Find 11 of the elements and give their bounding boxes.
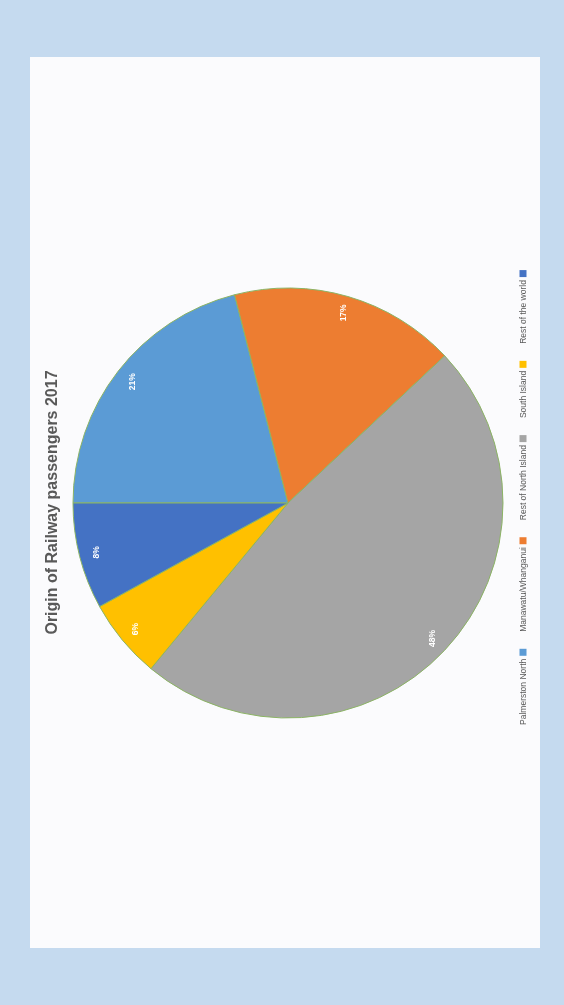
data-label: 6%: [130, 622, 141, 636]
legend-label: Palmerston North: [518, 658, 528, 725]
data-label: 21%: [126, 372, 137, 391]
legend-label: Manawatu/Whanganui: [518, 547, 528, 632]
text: Origin of Railway passengers 2017: [43, 370, 60, 635]
data-label: 48%: [427, 629, 438, 648]
data-label: 17%: [338, 303, 349, 322]
legend-label: Rest of the world: [518, 279, 528, 344]
legend-label: Rest of North Island: [518, 444, 528, 521]
legend-label: South Island: [518, 370, 528, 419]
data-label: 8%: [91, 545, 102, 559]
